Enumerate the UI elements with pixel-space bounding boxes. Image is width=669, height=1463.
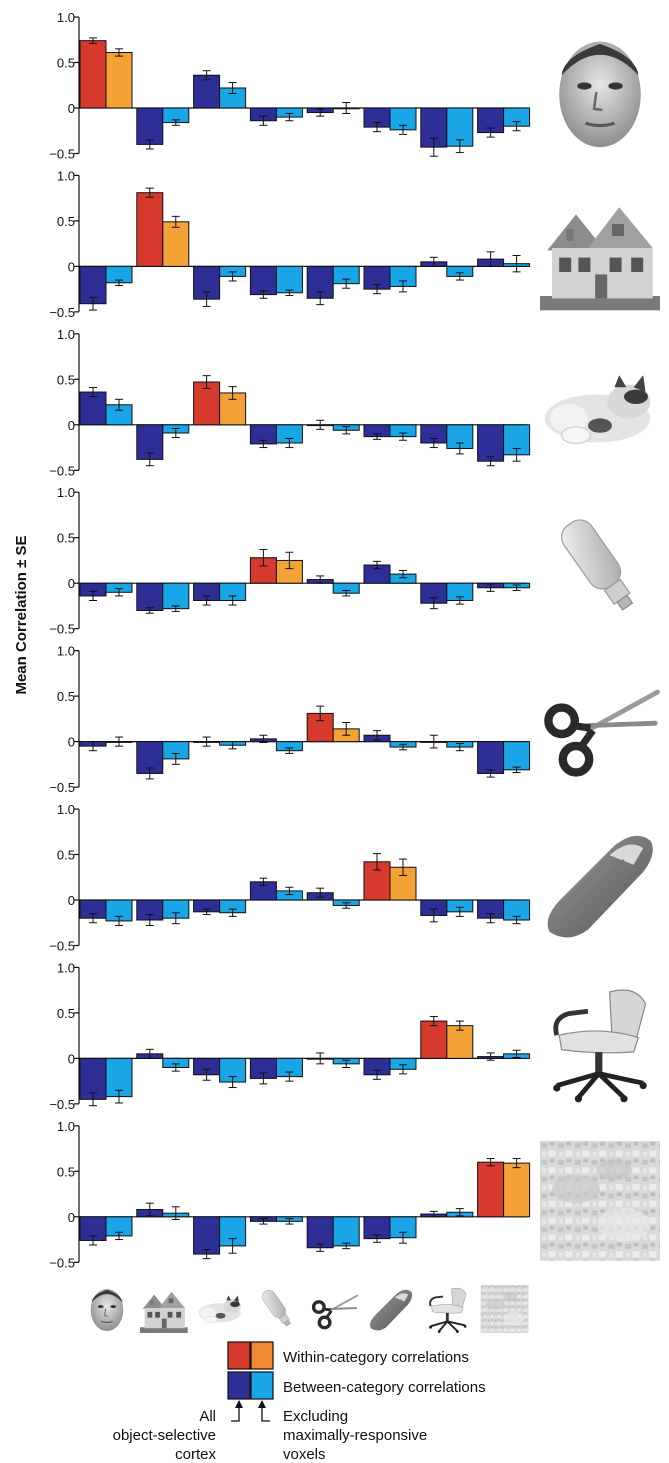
- panel-cat: 1.0 0.5 0 −0.5: [49, 327, 531, 478]
- bar-all-face: [79, 391, 107, 426]
- bar-all-cat: [193, 1216, 221, 1255]
- legend-pointers: [231, 1400, 270, 1422]
- bar-all-scrambled: [477, 424, 505, 462]
- scissors-thumb-icon: [311, 1293, 359, 1330]
- y-tick-label: 0.5: [57, 531, 75, 546]
- note-all-line1: All: [199, 1408, 216, 1425]
- scissors-photo-icon: [548, 692, 657, 772]
- y-tick-label: 1.0: [57, 327, 75, 342]
- y-tick-label: 1.0: [57, 644, 75, 659]
- column-icons: [90, 1285, 529, 1333]
- legend-swatch-within-all: [227, 1341, 251, 1370]
- y-tick-label: 1.0: [57, 168, 75, 183]
- chair-thumb-icon: [428, 1287, 468, 1333]
- y-tick-label: 0.5: [57, 1006, 75, 1021]
- panels-layer: 1.0 0.5 0 −0.5 1.0 0.5 0 −0.5 1.0 0.5 0 −0.5 1.0 0.5 0…: [49, 10, 531, 1270]
- scrambled-texture-icon: [540, 1140, 660, 1261]
- y-tick-label: 0: [68, 418, 75, 433]
- cat-thumb-icon: [198, 1295, 242, 1324]
- bar-excl-house: [162, 221, 190, 267]
- legend-between-label: Between-category correlations: [283, 1379, 486, 1396]
- bar-excl-scrambled: [503, 1162, 531, 1218]
- y-tick-label: 0: [68, 1210, 75, 1225]
- bar-all-house: [136, 582, 164, 612]
- bar-excl-scissors: [332, 1216, 360, 1247]
- shoe-thumb-icon: [369, 1289, 413, 1331]
- note-all-line3: cortex: [175, 1446, 216, 1463]
- panel-face: 1.0 0.5 0 −0.5: [49, 10, 531, 162]
- y-tick-label: 1.0: [57, 802, 75, 817]
- y-tick-label: 0: [68, 735, 75, 750]
- y-axis-label: Mean Correlation ± SE: [13, 535, 30, 694]
- y-tick-label: −0.5: [49, 622, 75, 637]
- bar-all-chair: [420, 1020, 448, 1059]
- bar-excl-face: [105, 51, 133, 109]
- house-photo-icon: [540, 207, 660, 311]
- y-tick-label: −0.5: [49, 147, 75, 162]
- y-tick-label: 0: [68, 259, 75, 274]
- panel-scrambled: 1.0 0.5 0 −0.5: [49, 1119, 531, 1270]
- bottle-thumb-icon: [259, 1287, 295, 1329]
- y-tick-label: 0: [68, 101, 75, 116]
- legend-notes: All object-selective cortex Excluding ma…: [113, 1408, 428, 1463]
- bar-all-scrambled: [477, 741, 505, 774]
- row-icons: [540, 40, 660, 1261]
- bar-all-bottle: [249, 265, 277, 296]
- chair-photo-icon: [553, 990, 647, 1102]
- y-tick-label: 1.0: [57, 10, 75, 25]
- bar-all-scissors: [306, 1216, 334, 1249]
- y-tick-label: 0: [68, 576, 75, 591]
- bar-all-house: [136, 192, 164, 267]
- y-tick-label: −0.5: [49, 1255, 75, 1270]
- bar-all-scrambled: [477, 1161, 505, 1218]
- y-tick-label: 0: [68, 893, 75, 908]
- y-tick-label: −0.5: [49, 939, 75, 954]
- y-tick-label: −0.5: [49, 305, 75, 320]
- bar-excl-chair: [446, 1025, 474, 1059]
- y-tick-label: 0.5: [57, 372, 75, 387]
- pointer-arrow-all: [235, 1400, 243, 1408]
- note-excl-line2: maximally-responsive: [283, 1427, 427, 1444]
- note-excl-line1: Excluding: [283, 1408, 348, 1425]
- face-thumb-icon: [90, 1288, 124, 1332]
- panel-shoe: 1.0 0.5 0 −0.5: [49, 802, 531, 954]
- legend-within-label: Within-category correlations: [283, 1349, 469, 1366]
- legend-swatch-within-excl: [250, 1341, 274, 1370]
- face-photo-icon: [557, 40, 643, 149]
- bottle-photo-icon: [555, 513, 642, 617]
- shoe-photo-icon: [546, 834, 654, 939]
- bar-all-face: [79, 40, 107, 109]
- bar-excl-house: [162, 582, 190, 610]
- y-tick-label: −0.5: [49, 780, 75, 795]
- scrambled-thumb-icon: [480, 1285, 529, 1333]
- panel-bottle: 1.0 0.5 0 −0.5: [49, 485, 531, 637]
- panel-chair: 1.0 0.5 0 −0.5: [49, 960, 531, 1112]
- y-tick-label: 1.0: [57, 1119, 75, 1134]
- bar-excl-bottle: [275, 265, 303, 294]
- y-tick-label: −0.5: [49, 1097, 75, 1112]
- panel-house: 1.0 0.5 0 −0.5: [49, 168, 531, 320]
- y-tick-label: 0.5: [57, 1164, 75, 1179]
- note-excl-line3: voxels: [283, 1446, 326, 1463]
- y-tick-label: 1.0: [57, 960, 75, 975]
- y-tick-label: 0.5: [57, 848, 75, 863]
- legend: Within-category correlations Between-cat…: [227, 1341, 486, 1400]
- pointer-arrow-excl: [258, 1400, 266, 1408]
- house-thumb-icon: [139, 1291, 188, 1333]
- legend-swatch-between-all: [227, 1371, 251, 1400]
- bar-excl-scrambled: [503, 741, 531, 771]
- y-tick-label: 0.5: [57, 56, 75, 71]
- y-tick-label: 0.5: [57, 214, 75, 229]
- panel-scissors: 1.0 0.5 0 −0.5: [49, 644, 531, 795]
- y-tick-label: −0.5: [49, 463, 75, 478]
- note-all-line2: object-selective: [113, 1427, 216, 1444]
- y-tick-label: 1.0: [57, 485, 75, 500]
- legend-swatch-between-excl: [250, 1371, 274, 1400]
- bar-all-house: [136, 107, 164, 145]
- y-tick-label: 0.5: [57, 689, 75, 704]
- cat-photo-icon: [544, 374, 652, 445]
- y-tick-label: 0: [68, 1051, 75, 1066]
